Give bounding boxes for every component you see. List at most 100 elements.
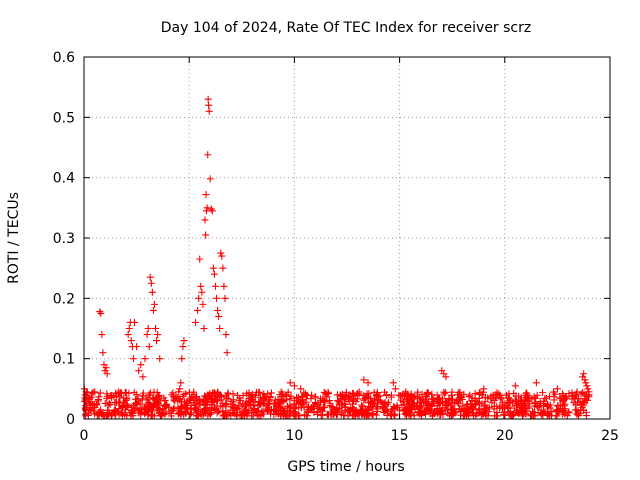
- data-point: [156, 355, 164, 363]
- data-point: [496, 394, 504, 402]
- data-point: [88, 389, 96, 397]
- data-point: [149, 306, 157, 314]
- y-tick-label: 0.3: [53, 231, 75, 247]
- data-point: [102, 364, 110, 372]
- y-tick-label: 0.5: [53, 110, 75, 126]
- data-point: [97, 309, 105, 317]
- data-point: [115, 393, 123, 401]
- data-point: [476, 405, 484, 413]
- data-point: [279, 390, 287, 398]
- data-point: [169, 393, 177, 401]
- data-point: [341, 404, 349, 412]
- data-point: [263, 402, 271, 410]
- data-point: [361, 395, 369, 403]
- data-point: [414, 388, 422, 396]
- data-point: [282, 391, 290, 399]
- data-point: [522, 391, 530, 399]
- data-point: [480, 385, 488, 393]
- data-point: [504, 402, 512, 410]
- data-point: [454, 391, 462, 399]
- data-point: [344, 412, 352, 420]
- data-point: [145, 391, 153, 399]
- data-point: [222, 331, 230, 339]
- data-point: [456, 405, 464, 413]
- data-point: [380, 409, 388, 416]
- data-point: [521, 400, 529, 408]
- data-point: [148, 411, 156, 419]
- data-point: [132, 395, 140, 403]
- data-point: [147, 412, 155, 420]
- data-point: [345, 396, 353, 404]
- data-point: [337, 410, 345, 418]
- data-point: [196, 255, 204, 263]
- data-point: [265, 397, 273, 405]
- data-point: [169, 406, 177, 414]
- data-point: [103, 390, 111, 398]
- data-point: [101, 399, 109, 407]
- data-point: [124, 331, 132, 339]
- data-point: [118, 409, 126, 417]
- data-point: [300, 389, 308, 397]
- data-point: [538, 409, 546, 417]
- data-point: [248, 406, 256, 414]
- data-point: [449, 405, 457, 413]
- data-point: [492, 391, 500, 399]
- data-point: [553, 407, 561, 415]
- data-point: [224, 390, 232, 398]
- data-point: [150, 400, 158, 408]
- data-point: [532, 379, 540, 387]
- data-point: [293, 395, 301, 403]
- data-point: [581, 376, 589, 384]
- data-point: [404, 392, 412, 400]
- data-point: [521, 410, 529, 418]
- x-tick-label: 20: [496, 428, 514, 444]
- chart-title: Day 104 of 2024, Rate Of TEC Index for r…: [161, 20, 531, 36]
- data-point: [180, 391, 188, 399]
- data-point: [221, 294, 229, 302]
- data-point: [224, 389, 232, 397]
- data-point: [490, 396, 498, 404]
- data-point: [517, 396, 525, 404]
- data-point: [128, 410, 136, 418]
- data-point: [137, 361, 145, 369]
- data-point: [178, 402, 186, 410]
- data-point: [525, 404, 533, 412]
- data-point: [121, 389, 129, 397]
- x-tick-label: 10: [285, 428, 303, 444]
- data-point: [527, 411, 535, 419]
- data-point: [89, 388, 97, 396]
- data-point: [303, 412, 311, 420]
- data-point: [252, 388, 260, 396]
- data-point: [369, 400, 377, 408]
- data-point: [364, 409, 372, 417]
- data-point: [582, 379, 590, 387]
- data-point: [475, 406, 483, 414]
- data-point: [307, 395, 315, 403]
- data-point: [154, 331, 162, 339]
- data-point: [365, 389, 373, 397]
- x-tick-label: 15: [391, 428, 409, 444]
- data-point: [222, 400, 230, 408]
- data-point: [581, 395, 589, 403]
- data-point: [236, 408, 244, 416]
- data-point: [127, 337, 135, 345]
- data-point: [125, 389, 133, 397]
- data-point: [194, 306, 202, 314]
- data-point: [314, 410, 322, 418]
- data-point: [204, 391, 212, 399]
- data-point: [123, 402, 131, 410]
- data-point: [370, 399, 378, 407]
- data-point: [119, 403, 127, 411]
- data-point: [361, 412, 369, 420]
- data-point: [317, 397, 325, 405]
- data-point: [217, 402, 225, 410]
- data-point: [290, 382, 298, 390]
- data-point: [198, 408, 206, 416]
- data-point: [428, 390, 436, 398]
- data-point: [344, 393, 352, 401]
- data-point: [324, 390, 332, 398]
- data-point: [440, 390, 448, 398]
- data-point: [287, 392, 295, 400]
- data-point: [573, 410, 581, 418]
- data-point: [582, 408, 590, 416]
